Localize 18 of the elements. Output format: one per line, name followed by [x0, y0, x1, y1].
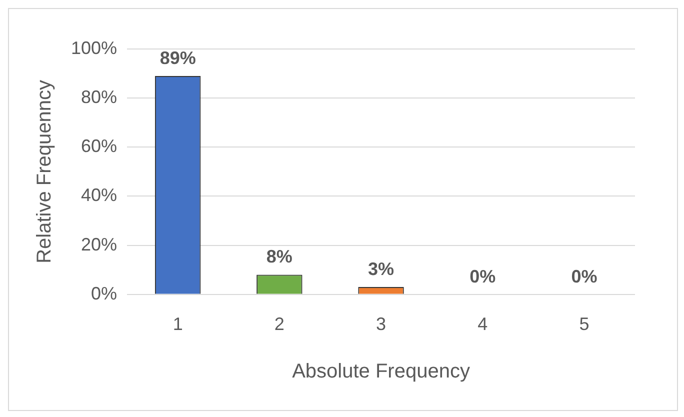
y-tick-label: 80%: [81, 87, 118, 108]
y-tick-label: 100%: [70, 38, 118, 58]
x-tick-label: 3: [376, 314, 386, 334]
x-tick-label: 1: [172, 314, 183, 334]
x-tick-label: 2: [274, 314, 284, 334]
x-tick-label: 5: [579, 314, 590, 334]
y-tick-label: 0%: [91, 283, 118, 304]
y-tick-label: 20%: [81, 234, 118, 254]
data-label: 3%: [368, 259, 394, 280]
y-axis-title: Relative Frequenncy: [34, 80, 56, 264]
x-axis-title: Absolute Frequency: [292, 360, 470, 383]
y-tick-label: 60%: [81, 136, 118, 156]
data-label: 0%: [571, 266, 598, 286]
data-label: 0%: [470, 266, 496, 286]
x-tick-label: 4: [478, 314, 488, 334]
data-label: 89%: [160, 48, 196, 68]
data-label: 8%: [266, 246, 292, 267]
y-tick-label: 40%: [81, 185, 118, 206]
